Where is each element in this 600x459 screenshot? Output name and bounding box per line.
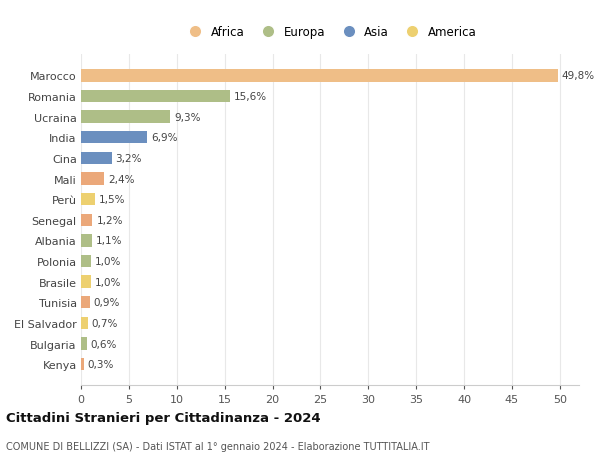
Bar bbox=[81, 70, 558, 83]
Bar bbox=[81, 194, 95, 206]
Bar bbox=[81, 276, 91, 288]
Text: 1,0%: 1,0% bbox=[94, 277, 121, 287]
Text: 49,8%: 49,8% bbox=[562, 71, 595, 81]
Bar bbox=[81, 255, 91, 268]
Bar bbox=[81, 317, 88, 330]
Text: 0,7%: 0,7% bbox=[92, 318, 118, 328]
Bar bbox=[81, 235, 92, 247]
Text: 9,3%: 9,3% bbox=[174, 112, 200, 123]
Text: 3,2%: 3,2% bbox=[115, 154, 142, 163]
Text: 2,4%: 2,4% bbox=[108, 174, 134, 184]
Text: COMUNE DI BELLIZZI (SA) - Dati ISTAT al 1° gennaio 2024 - Elaborazione TUTTITALI: COMUNE DI BELLIZZI (SA) - Dati ISTAT al … bbox=[6, 441, 430, 451]
Bar bbox=[81, 173, 104, 185]
Bar bbox=[81, 152, 112, 165]
Bar bbox=[81, 358, 84, 370]
Bar bbox=[81, 338, 87, 350]
Text: 0,3%: 0,3% bbox=[88, 359, 114, 369]
Bar bbox=[81, 91, 230, 103]
Bar bbox=[81, 132, 147, 144]
Text: 1,0%: 1,0% bbox=[94, 257, 121, 267]
Text: 1,2%: 1,2% bbox=[97, 215, 123, 225]
Text: 6,9%: 6,9% bbox=[151, 133, 178, 143]
Text: 0,9%: 0,9% bbox=[94, 297, 120, 308]
Text: 1,1%: 1,1% bbox=[95, 236, 122, 246]
Bar bbox=[81, 297, 89, 309]
Bar bbox=[81, 111, 170, 123]
Text: 0,6%: 0,6% bbox=[91, 339, 117, 349]
Bar bbox=[81, 214, 92, 226]
Legend: Africa, Europa, Asia, America: Africa, Europa, Asia, America bbox=[179, 21, 481, 44]
Text: 15,6%: 15,6% bbox=[234, 92, 268, 102]
Text: Cittadini Stranieri per Cittadinanza - 2024: Cittadini Stranieri per Cittadinanza - 2… bbox=[6, 412, 320, 425]
Text: 1,5%: 1,5% bbox=[99, 195, 125, 205]
